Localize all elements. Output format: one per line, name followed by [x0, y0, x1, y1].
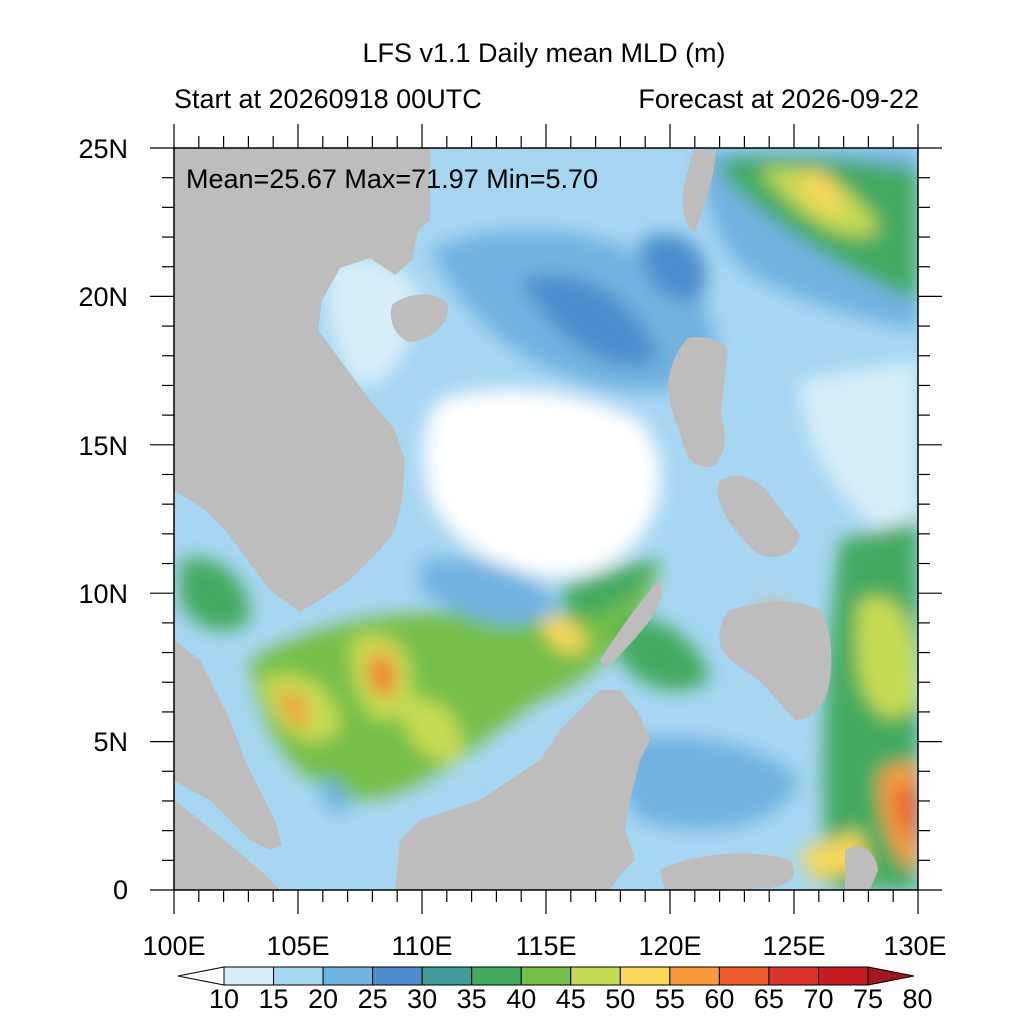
- colorbar-swatch: [619, 966, 671, 986]
- colorbar-tick-label: 80: [902, 984, 933, 1014]
- lon-label-115e: 115E: [515, 931, 577, 961]
- hainan: [390, 294, 449, 342]
- colorbar-swatch: [421, 966, 473, 986]
- colorbar-tick-label: 70: [803, 984, 834, 1014]
- colorbar-tick-label: 55: [654, 984, 685, 1014]
- colorbar: [177, 966, 915, 986]
- colorbar-swatch: [372, 966, 423, 986]
- borneo: [395, 690, 650, 890]
- colorbar-tick-label: 30: [407, 984, 438, 1014]
- axis-ticks: [150, 124, 942, 914]
- lon-label-100e: 100E: [142, 931, 206, 961]
- colorbar-tick-label: 75: [852, 984, 884, 1014]
- sumatra: [174, 800, 280, 890]
- lon-label-105e: 105E: [266, 931, 330, 961]
- colorbar-tick-label: 60: [704, 984, 735, 1014]
- mld-contours: [180, 150, 918, 890]
- colorbar-tick-label: 15: [258, 984, 289, 1014]
- lat-label-0: 0: [112, 875, 128, 905]
- colorbar-tick-label: 35: [456, 984, 487, 1014]
- lon-label-120e: 120E: [638, 931, 702, 961]
- colorbar-tick-label: 40: [506, 984, 537, 1014]
- map-title: LFS v1.1 Daily mean MLD (m): [362, 38, 726, 68]
- lat-label-10n: 10N: [78, 579, 128, 609]
- colorbar-swatch: [768, 966, 819, 986]
- lat-label-25n: 25N: [78, 134, 128, 164]
- lat-label-20n: 20N: [78, 282, 128, 312]
- mld-field: [174, 148, 918, 890]
- colorbar-swatch: [817, 966, 869, 986]
- colorbar-swatch: [669, 966, 720, 986]
- colorbar-tick-label: 65: [753, 984, 784, 1014]
- lat-label-15n: 15N: [78, 431, 128, 461]
- lat-label-5n: 5N: [93, 727, 128, 757]
- palawan: [600, 580, 662, 668]
- colorbar-tick-label: 10: [208, 984, 240, 1014]
- luzon: [668, 337, 728, 467]
- colorbar-tick-label: 50: [605, 984, 636, 1014]
- halmahera: [845, 846, 878, 890]
- mindanao: [719, 601, 832, 720]
- sulawesi: [660, 853, 794, 890]
- colorbar-swatch: [223, 966, 275, 986]
- colorbar-tick-label: 20: [308, 984, 339, 1014]
- colorbar-tick-label: 25: [357, 984, 388, 1014]
- colorbar-swatch: [718, 966, 770, 986]
- colorbar-swatch: [570, 966, 621, 986]
- colorbar-min-triangle: [177, 966, 225, 986]
- land-masses: [174, 148, 878, 890]
- stats-label: Mean=25.67 Max=71.97 Min=5.70: [186, 164, 599, 194]
- visayas: [717, 475, 800, 557]
- indochina: [174, 148, 430, 612]
- colorbar-swatch: [273, 966, 324, 986]
- lon-label-130e: 130E: [883, 931, 947, 961]
- taiwan: [682, 150, 716, 232]
- colorbar-swatch: [471, 966, 522, 986]
- malay-peninsula: [174, 640, 282, 850]
- colorbar-max-triangle: [867, 966, 915, 986]
- colorbar-swatch: [520, 966, 572, 986]
- lon-label-110e: 110E: [391, 931, 453, 961]
- lon-label-125e: 125E: [762, 931, 826, 961]
- start-time-label: Start at 20260918 00UTC: [174, 84, 482, 114]
- colorbar-swatch: [322, 966, 374, 986]
- colorbar-tick-label: 45: [555, 984, 586, 1014]
- forecast-time-label: Forecast at 2026-09-22: [638, 84, 919, 114]
